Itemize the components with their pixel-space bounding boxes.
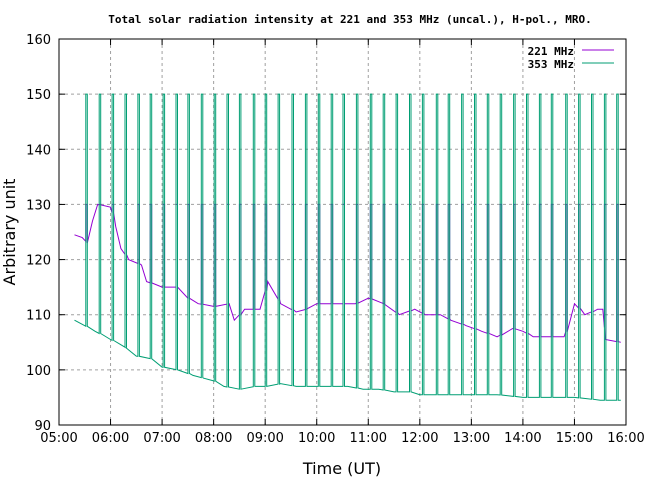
legend: 221 MHz 353 MHz	[528, 45, 614, 71]
y-tick-label: 90	[34, 419, 51, 434]
x-tick-label: 10:00	[298, 431, 335, 446]
plot-frame	[58, 38, 627, 426]
x-tick-label: 11:00	[350, 431, 387, 446]
legend-label-353: 353 MHz	[528, 58, 574, 71]
series-layer	[74, 93, 621, 401]
y-tick-label: 150	[26, 88, 51, 103]
y-tick-label: 160	[26, 33, 51, 48]
x-axis-label: Time (UT)	[302, 459, 381, 478]
y-tick-label: 140	[26, 143, 51, 158]
series-line-353-mhz	[74, 93, 621, 401]
y-tick-label: 100	[26, 364, 51, 379]
x-tick-label: 07:00	[143, 431, 180, 446]
x-tick-label: 12:00	[401, 431, 438, 446]
legend-label-221: 221 MHz	[528, 45, 574, 58]
x-tick-label: 05:00	[40, 431, 77, 446]
axis-ticks: 05:00 06:00 07:00 08:00 09:00 10:00 11:00 12:00…	[26, 33, 645, 446]
x-tick-label: 08:00	[195, 431, 232, 446]
x-tick-label: 06:00	[92, 431, 129, 446]
x-tick-label: 09:00	[246, 431, 283, 446]
series-line-221-mhz	[74, 203, 621, 343]
y-tick-label: 120	[26, 254, 51, 269]
x-tick-label: 13:00	[453, 431, 490, 446]
y-tick-label: 110	[26, 309, 51, 324]
x-tick-label: 14:00	[504, 431, 541, 446]
y-axis-label: Arbitrary unit	[0, 179, 19, 286]
x-tick-label: 16:00	[607, 431, 644, 446]
y-tick-label: 130	[26, 198, 51, 213]
x-tick-label: 15:00	[556, 431, 593, 446]
chart-title: Total solar radiation intensity at 221 a…	[108, 13, 591, 26]
